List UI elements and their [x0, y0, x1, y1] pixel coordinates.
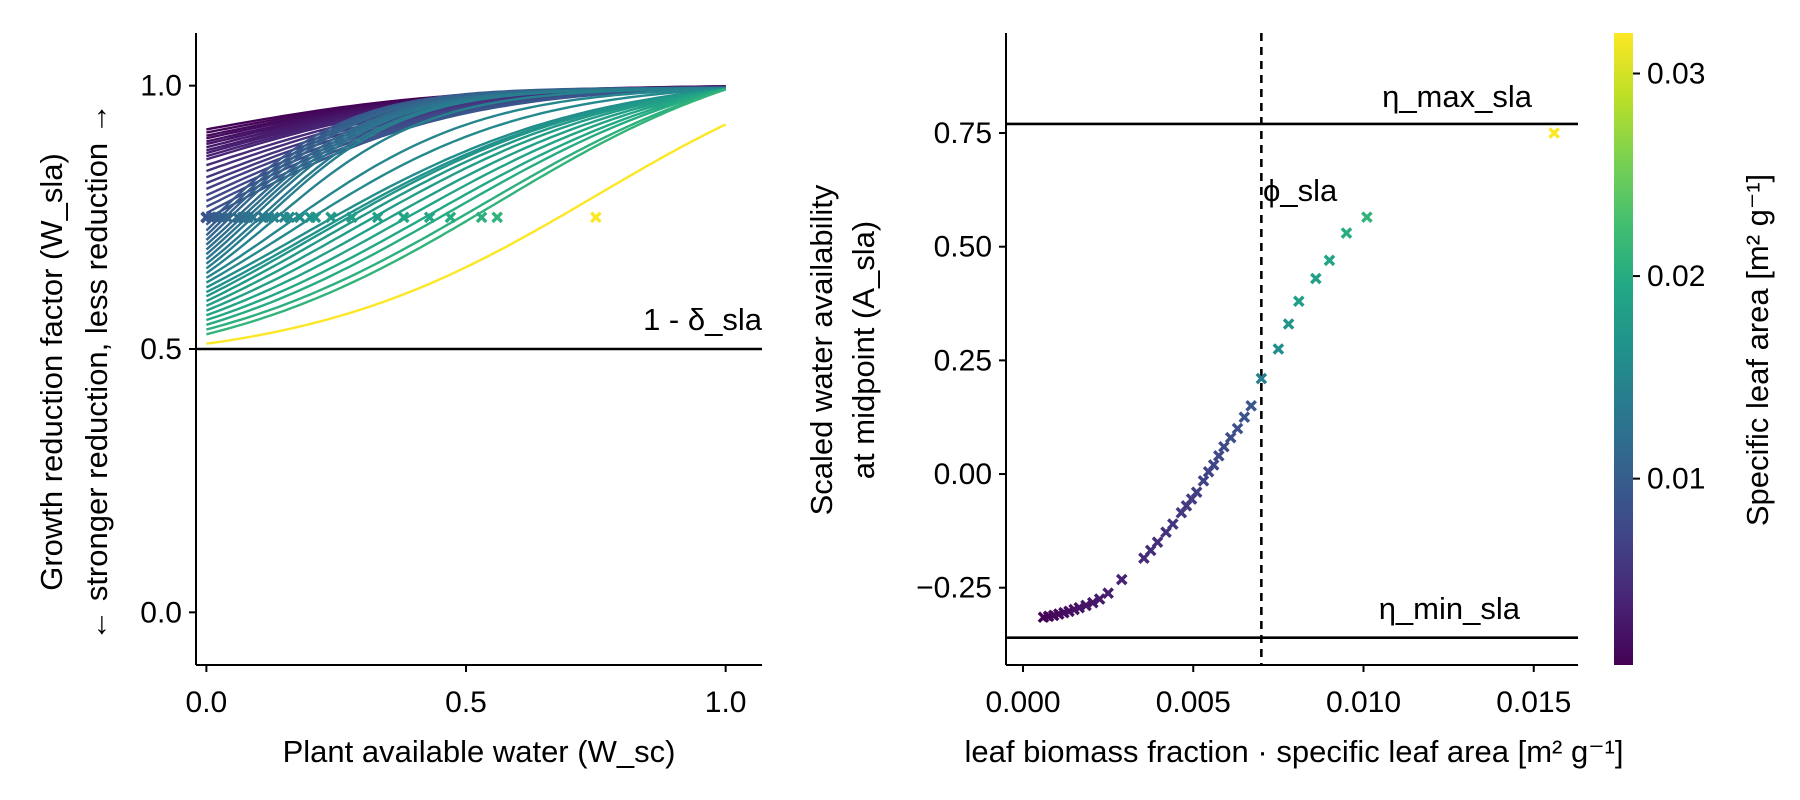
eta-min-label: η_min_sla [1379, 591, 1521, 626]
midpoint-marker [397, 211, 410, 224]
midpoint-marker [590, 211, 602, 224]
data-point [1197, 475, 1210, 487]
left-y-axis-label-line1: Growth reduction factor (W_sla) [34, 153, 69, 591]
right-reference-lines [1006, 33, 1578, 665]
right-y-tick-label: −0.25 [916, 572, 992, 605]
data-point [1238, 411, 1251, 424]
midpoint-marker [491, 211, 503, 224]
growth-curve [206, 88, 726, 326]
data-point [1323, 254, 1336, 267]
midpoint-marker [345, 211, 358, 224]
data-point [1080, 599, 1092, 612]
data-point [1231, 422, 1244, 435]
growth-curve [206, 88, 727, 331]
midpoint-marker [283, 211, 296, 224]
colorbar-gradient [1614, 33, 1633, 665]
midpoint-marker [371, 211, 384, 224]
growth-curve [205, 86, 726, 220]
midpoint-marker [475, 211, 488, 224]
data-point [1190, 486, 1203, 499]
data-point [1282, 318, 1295, 330]
right-y-axis-label-line2: at midpoint (A_sla) [846, 221, 881, 479]
growth-curve [205, 87, 726, 307]
right-y-tick-label: 0.50 [934, 231, 992, 264]
growth-curve [205, 87, 726, 298]
data-point [1293, 295, 1305, 308]
growth-curve [206, 88, 727, 336]
midpoint-marker [247, 211, 259, 224]
left-y-tick-label: 0.5 [140, 333, 182, 366]
data-point [1151, 536, 1164, 549]
colorbar-label: Specific leaf area [m² g⁻¹] [1740, 174, 1775, 526]
data-point [1361, 211, 1373, 223]
left-panel: 1 - δ_sla 0.0 0.5 1.0 0.0 0.5 1.0 Plant avail… [34, 33, 763, 769]
left-y-axis-label-line2: ← stronger reduction, less reduction → [79, 103, 114, 641]
right-y-tick-label: 0.25 [934, 344, 992, 377]
right-x-axis-label: leaf biomass fraction · specific leaf ar… [965, 734, 1624, 769]
colorbar-tick-label: 0.03 [1647, 58, 1705, 91]
midpoint-marker [221, 211, 233, 224]
colorbar: 0.01 0.02 0.03 Specific leaf area [m² g⁻¹] [1614, 33, 1775, 665]
data-point [1255, 372, 1268, 385]
data-point [1340, 227, 1353, 239]
right-axes: 0.000 0.005 0.010 0.015 −0.25 0.00 0.25 0.50 0.7… [916, 33, 1578, 719]
eta-max-label: η_max_sla [1382, 79, 1533, 114]
data-point [1087, 596, 1099, 609]
growth-curve [205, 87, 726, 317]
midpoint-marker [325, 211, 337, 224]
left-x-tick-label: 1.0 [705, 686, 747, 719]
left-curves [205, 85, 727, 345]
data-point [1207, 459, 1220, 471]
colorbar-tick-label: 0.01 [1647, 463, 1705, 496]
midpoint-marker [294, 211, 306, 224]
left-x-tick-label: 0.5 [445, 686, 487, 719]
right-x-tick-label: 0.005 [1156, 686, 1231, 719]
left-y-tick-label: 1.0 [140, 70, 182, 103]
right-x-tick-label: 0.000 [985, 686, 1060, 719]
right-x-tick-label: 0.010 [1326, 686, 1401, 719]
growth-curve [205, 87, 726, 312]
left-y-tick-label: 0.0 [140, 596, 182, 629]
growth-curve [206, 88, 726, 322]
right-points [1037, 127, 1560, 624]
midpoint-marker [444, 211, 457, 224]
midpoint-marker [309, 211, 322, 224]
data-point [1212, 450, 1225, 462]
growth-curve [205, 87, 726, 284]
data-point [1093, 593, 1106, 605]
left-x-tick-label: 0.0 [186, 686, 228, 719]
midpoint-marker [268, 211, 280, 224]
growth-curve [205, 87, 726, 275]
left-hline-label: 1 - δ_sla [643, 302, 763, 337]
right-panel: η_max_sla η_min_sla ϕ_sla 0.000 0.005 0.01… [804, 33, 1624, 769]
left-x-axis-label: Plant available water (W_sc) [283, 734, 676, 769]
data-point [1115, 573, 1128, 586]
left-markers [200, 211, 602, 224]
phi-label: ϕ_sla [1263, 173, 1338, 208]
growth-curve [206, 123, 727, 345]
growth-curve [205, 87, 726, 303]
midpoint-marker [423, 211, 436, 224]
colorbar-ticks: 0.01 0.02 0.03 [1633, 58, 1705, 496]
data-point [1548, 127, 1560, 139]
data-point [1310, 272, 1322, 285]
left-axes: 0.0 0.5 1.0 0.0 0.5 1.0 [140, 33, 762, 719]
right-y-axis-label-line1: Scaled water availability [804, 184, 839, 515]
data-point [1224, 431, 1237, 444]
right-y-tick-label: 0.75 [934, 117, 992, 150]
data-point [1102, 587, 1114, 599]
right-y-tick-label: 0.00 [934, 458, 992, 491]
right-x-tick-label: 0.015 [1496, 686, 1571, 719]
colorbar-tick-label: 0.02 [1647, 260, 1705, 293]
data-point [1272, 343, 1285, 355]
data-point [1245, 400, 1257, 412]
data-point [1218, 440, 1230, 453]
data-point [1167, 518, 1179, 530]
